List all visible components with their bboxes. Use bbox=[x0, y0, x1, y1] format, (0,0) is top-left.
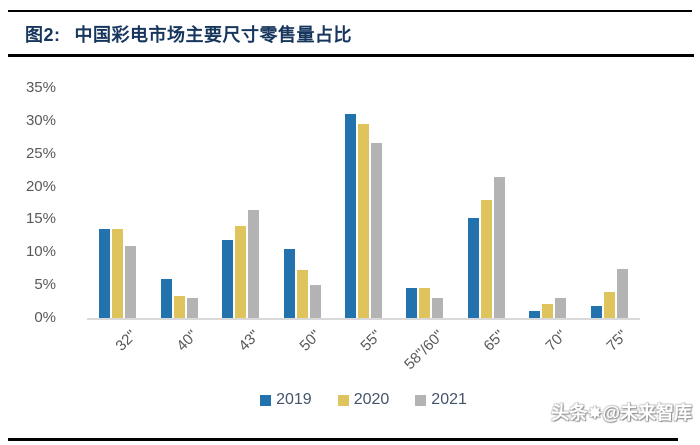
x-category-label: 40" bbox=[173, 327, 202, 355]
bar-group-70 bbox=[517, 298, 578, 318]
watermark-prefix: 头条 bbox=[551, 403, 588, 423]
x-category-label: 65" bbox=[480, 327, 509, 355]
bar-2019 bbox=[222, 240, 234, 318]
bar-group-55 bbox=[333, 114, 394, 318]
bar-group-5860 bbox=[394, 288, 455, 318]
legend-swatch-icon bbox=[415, 394, 427, 406]
y-tick-label: 10% bbox=[25, 243, 56, 261]
x-axis-category-labels: 32" 40" 43" 50" 55" 58"/60" 65" 70" 75" bbox=[87, 327, 640, 387]
bar-group-32 bbox=[87, 229, 148, 318]
bar-2021 bbox=[616, 269, 628, 318]
bar-2020 bbox=[296, 270, 308, 318]
legend-swatch-icon bbox=[260, 394, 272, 406]
bar-2020 bbox=[603, 292, 615, 318]
x-category-label: 50" bbox=[296, 327, 325, 355]
y-tick-label: 35% bbox=[25, 79, 56, 96]
bar-group-40 bbox=[148, 279, 209, 318]
x-axis-line bbox=[87, 318, 640, 320]
bottom-border-rule bbox=[8, 438, 678, 441]
bar-2021 bbox=[432, 298, 444, 318]
bar-2019 bbox=[590, 306, 602, 318]
bar-2020 bbox=[419, 288, 431, 318]
chart-legend: 2019 2020 2021 bbox=[87, 391, 640, 409]
bar-2021 bbox=[186, 298, 198, 318]
legend-item-2020: 2020 bbox=[337, 391, 390, 409]
bar-2021 bbox=[555, 298, 567, 318]
bar-2019 bbox=[406, 288, 418, 318]
figure-title: 图2: 中国彩电市场主要尺寸零售量占比 bbox=[25, 21, 352, 47]
figure-title-text: 中国彩电市场主要尺寸零售量占比 bbox=[74, 25, 353, 45]
legend-swatch-icon bbox=[337, 394, 349, 406]
legend-label: 2019 bbox=[276, 391, 312, 408]
x-category-label: 55" bbox=[357, 327, 386, 355]
y-tick-label: 5% bbox=[34, 276, 56, 294]
legend-label: 2021 bbox=[431, 391, 467, 408]
x-category-label: 32" bbox=[112, 327, 140, 355]
x-category-label: 58"/60" bbox=[400, 327, 447, 374]
bar-2020 bbox=[235, 226, 247, 318]
legend-item-2019: 2019 bbox=[260, 391, 312, 409]
bar-2019 bbox=[467, 218, 479, 318]
bar-2020 bbox=[480, 200, 492, 318]
bar-2019 bbox=[99, 229, 111, 318]
x-category-label: 43" bbox=[235, 327, 263, 355]
watermark: 头条✸@未来智库 bbox=[551, 399, 692, 425]
figure-label: 图2: bbox=[25, 25, 61, 45]
bar-2020 bbox=[112, 229, 124, 318]
bar-2019 bbox=[529, 311, 541, 318]
bar-2021 bbox=[125, 246, 137, 318]
y-tick-label: 15% bbox=[25, 210, 56, 228]
legend-label: 2020 bbox=[353, 391, 390, 408]
bar-2021 bbox=[370, 143, 382, 318]
y-tick-label: 0% bbox=[34, 309, 56, 326]
bar-2021 bbox=[248, 210, 260, 318]
bar-2019 bbox=[344, 114, 356, 318]
bar-2019 bbox=[160, 279, 172, 318]
title-underline-rule bbox=[8, 54, 694, 57]
bar-2020 bbox=[542, 304, 554, 318]
plot-area bbox=[87, 88, 640, 318]
bar-group-50 bbox=[271, 249, 332, 318]
bar-2020 bbox=[357, 124, 369, 318]
bar-2020 bbox=[173, 296, 185, 318]
bar-group-75 bbox=[579, 269, 640, 318]
legend-item-2021: 2021 bbox=[415, 391, 467, 409]
bar-group-43 bbox=[210, 210, 271, 318]
y-tick-label: 25% bbox=[25, 144, 56, 162]
top-border-rule bbox=[8, 10, 692, 12]
y-tick-label: 20% bbox=[25, 177, 56, 195]
bar-2019 bbox=[283, 249, 295, 318]
x-category-label: 75" bbox=[603, 327, 632, 355]
sun-logo-icon: ✸ bbox=[587, 403, 603, 423]
watermark-suffix: @未来智库 bbox=[602, 403, 692, 423]
bar-group-65 bbox=[456, 177, 517, 318]
x-category-label: 70" bbox=[542, 327, 570, 355]
y-tick-label: 30% bbox=[25, 111, 56, 129]
bar-2021 bbox=[309, 285, 321, 318]
bar-2021 bbox=[493, 177, 505, 318]
